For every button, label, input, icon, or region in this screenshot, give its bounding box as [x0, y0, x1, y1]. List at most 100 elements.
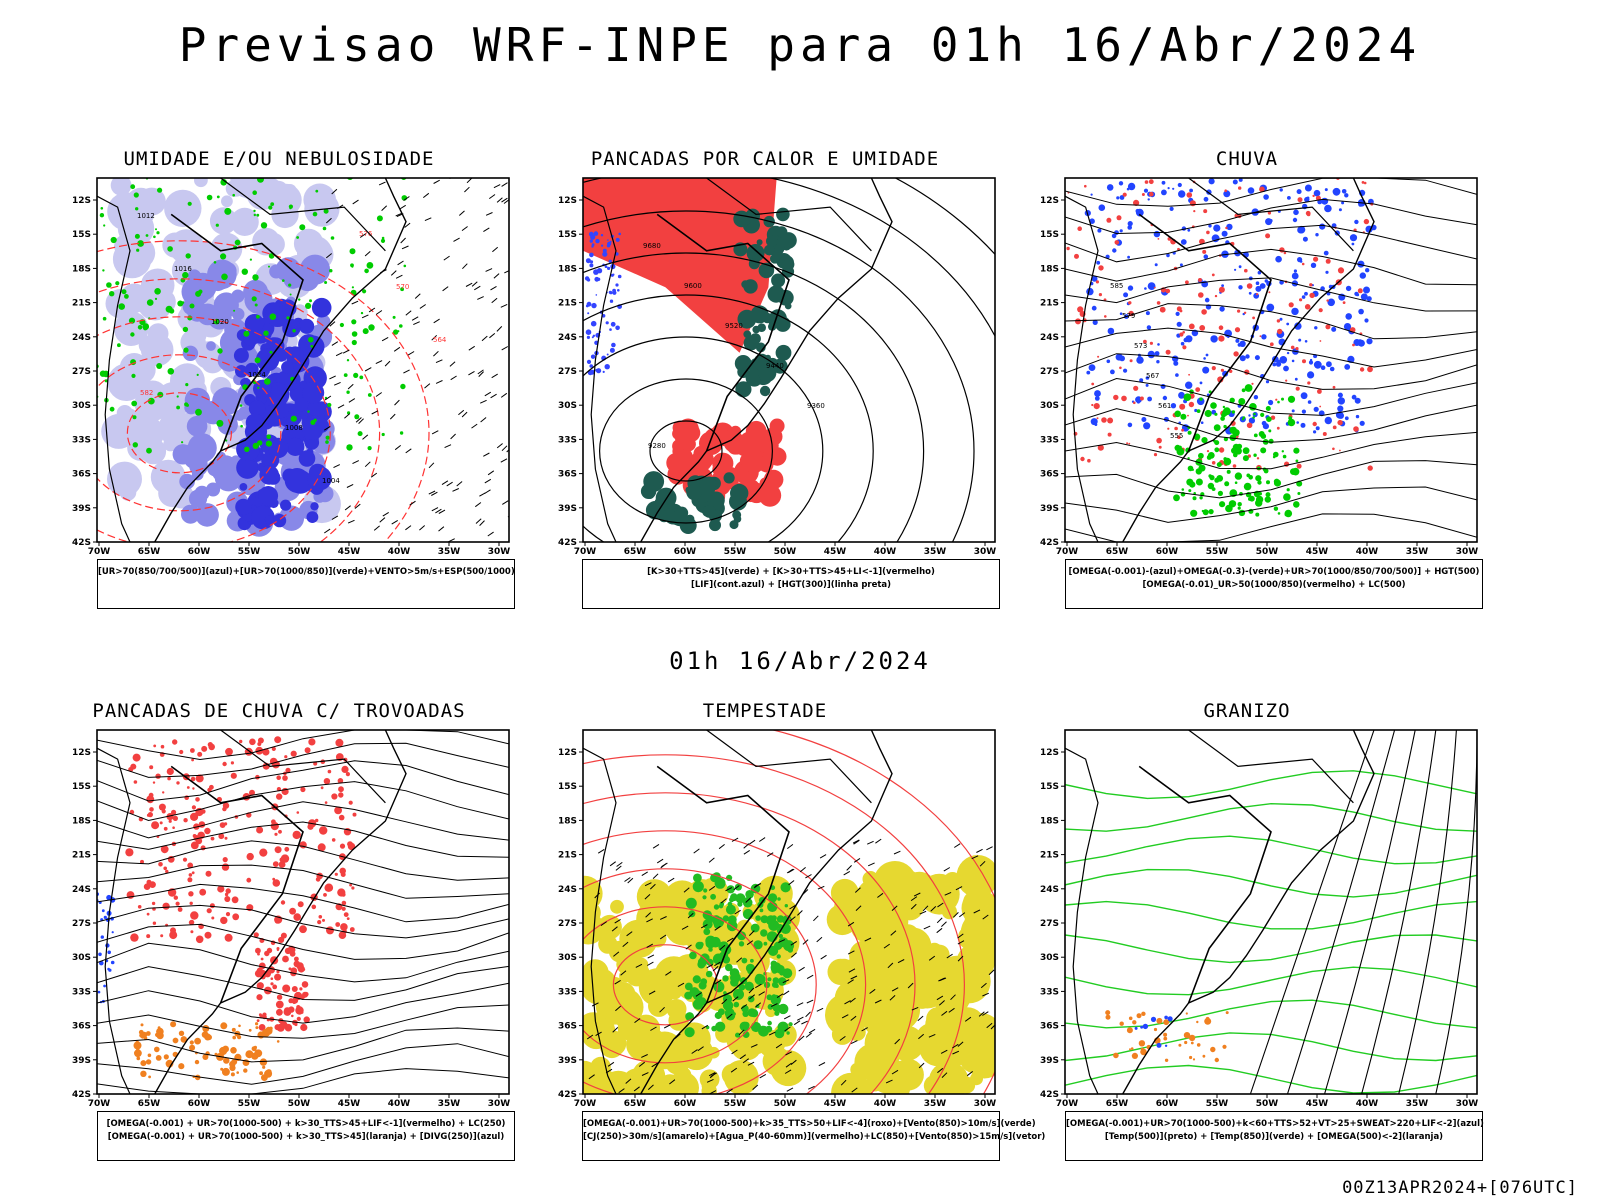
wind-vector	[411, 316, 419, 321]
field-cell	[1363, 218, 1370, 225]
wind-vector	[465, 282, 473, 287]
field-cell	[113, 311, 149, 346]
wind-vector	[492, 246, 499, 253]
field-cell	[1053, 291, 1059, 297]
field-cell	[108, 968, 112, 972]
field-cell	[155, 1055, 162, 1061]
field-cell	[585, 258, 591, 264]
wind-vector	[681, 925, 689, 930]
field-cell	[307, 466, 332, 491]
lon-label: 65W	[138, 547, 161, 557]
field-cell	[1251, 382, 1254, 385]
field-cell	[1315, 233, 1319, 237]
field-cell	[306, 511, 319, 523]
field-cell	[137, 325, 143, 330]
lat-label: 30S	[72, 401, 91, 411]
wind-vector	[471, 281, 478, 287]
wind-vector	[347, 519, 355, 524]
field-cell	[264, 378, 271, 385]
field-cell	[341, 892, 346, 897]
field-cell	[254, 357, 261, 364]
field-cell	[1326, 299, 1329, 302]
contour-line	[126, 392, 233, 474]
wind-vector	[641, 871, 648, 877]
field-cell	[956, 855, 995, 898]
field-cell	[114, 473, 132, 491]
wind-vector	[937, 1067, 944, 1074]
field-cell	[115, 281, 120, 286]
field-cell	[222, 761, 227, 767]
field-cell	[1301, 262, 1305, 266]
field-cell	[1139, 378, 1144, 383]
contour-label: 9520	[725, 322, 743, 330]
field-cell	[219, 1046, 228, 1056]
wind-vector	[352, 460, 360, 465]
wind-vector	[624, 877, 631, 882]
wind-vector	[941, 1072, 948, 1078]
field-cell	[305, 158, 309, 162]
field-cell	[1147, 198, 1150, 201]
field-cell	[755, 915, 761, 921]
wind-vector	[813, 915, 819, 922]
field-cell	[1332, 385, 1336, 389]
wind-vector	[979, 860, 986, 867]
field-cell	[745, 420, 767, 442]
field-cell	[221, 1067, 230, 1076]
field-cell	[595, 368, 598, 372]
field-cell	[747, 1008, 757, 1017]
field-cell	[400, 172, 404, 176]
field-cell	[1202, 1054, 1206, 1058]
field-cell	[176, 781, 180, 785]
field-cell	[589, 252, 594, 258]
field-cell	[1190, 509, 1198, 517]
wind-vector	[721, 998, 728, 1005]
wind-vector	[808, 1028, 816, 1034]
field-cell	[1210, 335, 1218, 343]
field-cell	[586, 335, 590, 339]
wind-vector	[740, 1004, 748, 1010]
wind-vector	[973, 909, 981, 914]
field-cell	[1167, 187, 1170, 190]
field-cell	[730, 483, 749, 503]
field-cell	[347, 178, 353, 180]
lon-label: 40W	[874, 547, 897, 557]
field-cell	[1307, 400, 1312, 404]
field-cell	[1246, 283, 1253, 289]
field-cell	[234, 239, 241, 246]
field-cell	[287, 346, 304, 364]
field-cell	[1174, 410, 1181, 418]
field-cell	[1090, 193, 1093, 196]
field-cell	[1360, 293, 1368, 301]
field-cell	[311, 297, 332, 318]
panel-legend: [K>30+TTS>45](verde) + [K>30+TTS>45+LI<-…	[582, 559, 1000, 609]
field-cell	[1127, 221, 1133, 227]
field-cell	[268, 253, 275, 259]
wind-vector	[852, 839, 860, 844]
field-cell	[153, 744, 157, 748]
field-cell	[256, 314, 260, 319]
field-cell	[1110, 369, 1115, 375]
wind-vector	[484, 489, 491, 494]
lat-label: 15S	[1040, 230, 1059, 240]
wind-vector	[806, 974, 814, 980]
wind-vector	[438, 509, 446, 514]
field-cell	[187, 325, 207, 345]
field-cell	[1192, 496, 1197, 501]
wind-vector	[644, 894, 651, 900]
lon-label: 30W	[974, 1099, 997, 1109]
wind-vector	[930, 906, 937, 912]
field-cell	[586, 278, 591, 282]
wind-vector	[817, 885, 825, 890]
field-cell	[278, 829, 282, 834]
field-cell	[189, 901, 193, 905]
field-cell	[1187, 414, 1189, 417]
field-cell	[1165, 288, 1171, 294]
field-cell	[594, 276, 600, 282]
field-cell	[711, 915, 721, 925]
field-cell	[607, 239, 609, 241]
field-cell	[1149, 191, 1154, 197]
coastline	[1122, 729, 1375, 1095]
field-cell	[1329, 366, 1335, 372]
contour-line	[583, 754, 965, 1094]
field-cell	[221, 863, 230, 871]
